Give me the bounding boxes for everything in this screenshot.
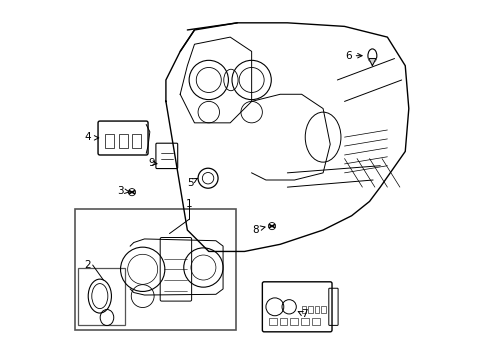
- Bar: [314, 306, 319, 313]
- Bar: [300, 318, 308, 325]
- Bar: [78, 267, 124, 325]
- Bar: [75, 208, 235, 330]
- Bar: [268, 318, 276, 325]
- Bar: [320, 306, 325, 313]
- Text: 6: 6: [344, 51, 351, 61]
- Bar: [290, 318, 298, 325]
- Text: 7: 7: [301, 309, 307, 319]
- Bar: [279, 318, 287, 325]
- Bar: [307, 306, 312, 313]
- Text: 9: 9: [148, 158, 155, 168]
- Text: 4: 4: [84, 132, 91, 142]
- Bar: [105, 134, 114, 148]
- Bar: [119, 134, 127, 148]
- Polygon shape: [368, 59, 375, 66]
- Text: 3: 3: [117, 186, 123, 197]
- Text: 2: 2: [84, 260, 91, 270]
- Bar: [132, 134, 141, 148]
- Bar: [301, 306, 305, 313]
- Text: 8: 8: [251, 225, 258, 235]
- Text: 5: 5: [186, 178, 193, 188]
- Text: 1: 1: [185, 199, 192, 209]
- Bar: [311, 318, 319, 325]
